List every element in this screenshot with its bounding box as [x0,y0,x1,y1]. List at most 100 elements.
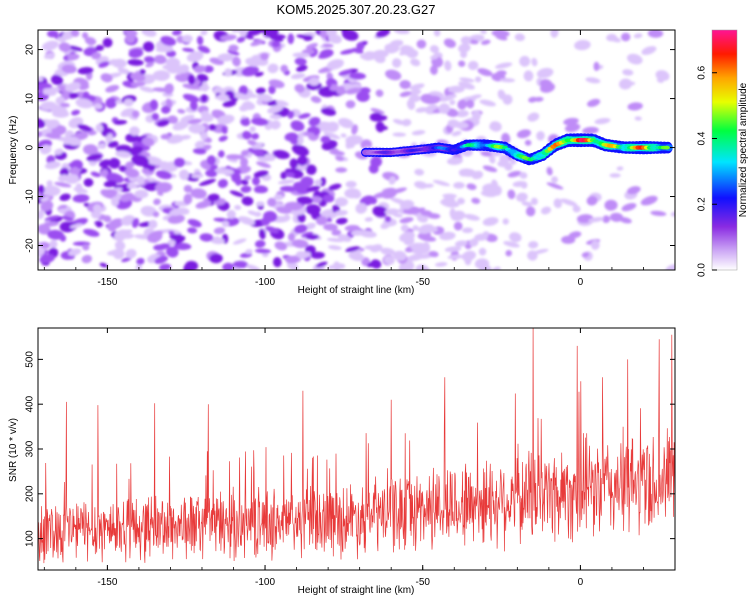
noise-blob [221,220,230,228]
noise-blob [502,94,513,105]
noise-blob [263,30,279,38]
noise-blob [42,87,60,95]
noise-blob [305,234,320,240]
noise-blob [469,238,479,247]
noise-blob [505,249,512,257]
noise-blob [478,264,492,270]
noise-blob [71,109,81,116]
noise-blob [602,215,611,224]
noise-blob [125,32,136,44]
spectrogram-y-tick-label: -10 [25,189,36,204]
noise-blob [232,238,247,245]
noise-blob [447,254,464,260]
noise-blob [200,113,214,123]
noise-blob [218,135,228,142]
noise-blob [273,194,284,201]
noise-blob [310,209,320,220]
noise-blob [380,247,396,256]
noise-blob [521,201,533,207]
noise-blob [323,194,335,203]
noise-blob [410,58,421,67]
noise-blob [44,52,55,59]
noise-blob [67,45,83,52]
noise-blob [289,158,299,169]
noise-blob [142,137,155,147]
noise-blob [47,30,59,38]
noise-blob [253,186,263,193]
noise-blob [460,36,472,45]
ridge-core [663,145,670,150]
noise-blob [187,74,196,85]
noise-blob [323,223,338,231]
noise-blob [271,40,281,48]
noise-blob [245,30,263,36]
colorbar-label: Normalized spectral amplitude [738,82,749,217]
noise-blob [593,61,600,71]
noise-blob [148,219,158,229]
colorbar-tick-label: 0.2 [697,197,708,211]
spectrogram-x-tick-label: -150 [97,277,117,288]
noise-blob [408,94,421,103]
noise-blob [374,53,386,64]
noise-blob [108,157,121,169]
noise-blob [38,209,45,220]
noise-blob [306,185,321,192]
noise-blob [501,132,511,144]
noise-blob [608,35,621,43]
noise-blob [507,170,522,178]
noise-blob [258,228,266,240]
spectrogram-x-ticks: -150 -100 -50 0 [43,30,676,288]
noise-blob [404,260,415,270]
noise-blob [141,168,151,175]
noise-blob [59,234,67,242]
noise-blob [640,195,658,206]
noise-blob [241,130,252,140]
snr-series-line [38,328,675,564]
noise-blob [110,196,120,207]
noise-blob [412,225,419,231]
noise-blob [38,224,51,235]
noise-blob [151,112,160,121]
noise-blob [350,229,366,236]
noise-blob [98,61,110,68]
noise-blob [153,198,161,206]
noise-blob [464,214,480,221]
spectrogram-x-tick-label: 0 [578,277,584,288]
noise-blob [334,197,348,207]
noise-blob [328,183,342,191]
noise-blob [247,139,258,146]
noise-blob [650,210,667,217]
noise-blob [380,222,391,230]
noise-blob [435,262,448,267]
noise-blob [201,81,209,92]
spectrogram-noise [38,30,675,270]
noise-blob [480,190,498,198]
noise-blob [381,125,388,131]
noise-blob [310,96,322,103]
noise-blob [310,196,322,204]
noise-blob [147,231,163,243]
noise-blob [253,170,269,178]
noise-blob [196,73,209,82]
noise-blob [293,181,308,190]
noise-blob [429,65,438,75]
noise-blob [326,59,344,70]
noise-blob [67,53,78,61]
noise-blob [297,213,306,223]
noise-blob [105,133,114,144]
noise-blob [200,94,208,103]
snr-x-tick-label: -100 [255,577,275,588]
noise-blob [229,190,244,197]
noise-blob [328,245,342,251]
noise-blob [245,249,253,255]
noise-blob [474,233,489,241]
noise-blob [447,85,465,93]
noise-blob [187,227,198,234]
noise-blob [316,121,334,132]
noise-blob [409,89,422,96]
noise-blob [77,67,94,75]
noise-blob [93,103,103,110]
noise-blob [145,61,155,68]
noise-blob [340,133,347,138]
noise-blob [399,91,412,97]
